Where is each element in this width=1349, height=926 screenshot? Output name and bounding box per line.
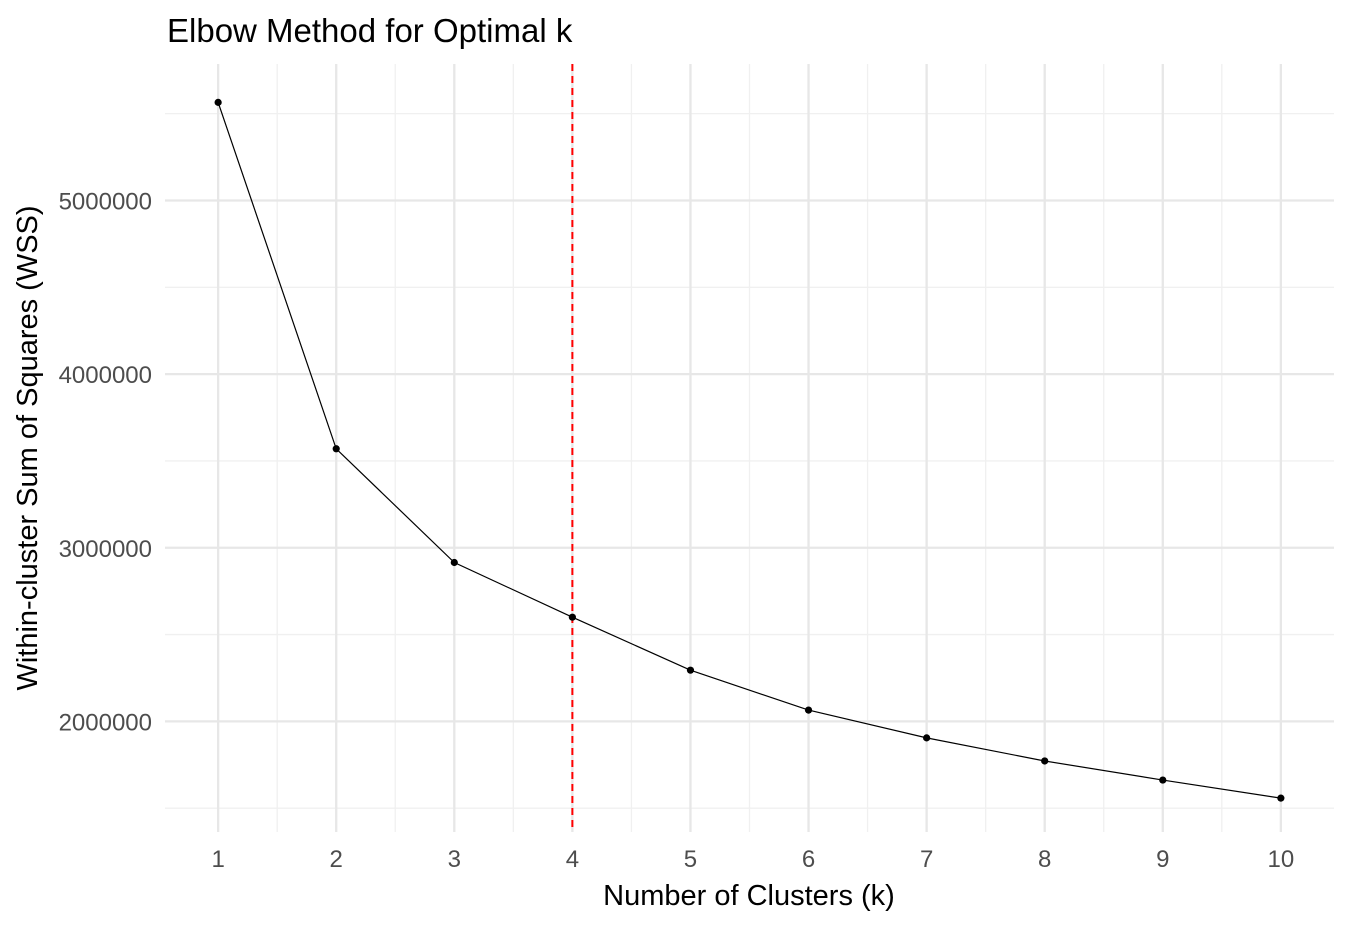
x-tick-label: 8	[1038, 846, 1051, 873]
series-layer	[214, 98, 1285, 802]
data-point-k8	[1041, 757, 1049, 765]
x-axis-title: Number of Clusters (k)	[603, 880, 895, 912]
x-tick-label: 5	[684, 846, 697, 873]
x-tick-label: 7	[920, 846, 933, 873]
data-point-k7	[923, 734, 931, 742]
y-tick-label: 3000000	[59, 536, 152, 563]
x-tick-label: 4	[566, 846, 579, 873]
tick-label-layer: 1 2 3 4 5 6 7 8 9 10 2000000 3000000 4000000 5000000	[59, 188, 1295, 873]
data-point-k6	[804, 706, 813, 714]
grid-minor-layer	[165, 64, 1334, 832]
data-point-k5	[686, 666, 695, 674]
data-point-k1	[214, 98, 222, 106]
plot-title: Elbow Method for Optimal k	[167, 12, 573, 49]
x-tick-label: 1	[211, 846, 224, 873]
x-tick-label: 3	[448, 846, 461, 873]
y-tick-label: 4000000	[59, 362, 152, 389]
wss-line	[217, 102, 1281, 799]
y-tick-label: 2000000	[59, 709, 152, 736]
x-tick-label: 10	[1268, 846, 1295, 873]
x-tick-label: 6	[802, 846, 815, 873]
data-point-k10	[1277, 794, 1285, 802]
y-tick-label: 5000000	[59, 188, 152, 215]
data-point-k4	[568, 613, 576, 621]
data-point-k3	[450, 558, 458, 567]
x-tick-label: 2	[330, 846, 343, 873]
y-axis-title: Within-cluster Sum of Squares (WSS)	[12, 205, 44, 690]
x-tick-label: 9	[1156, 846, 1169, 873]
data-point-k2	[332, 445, 340, 453]
data-point-k9	[1159, 776, 1167, 784]
